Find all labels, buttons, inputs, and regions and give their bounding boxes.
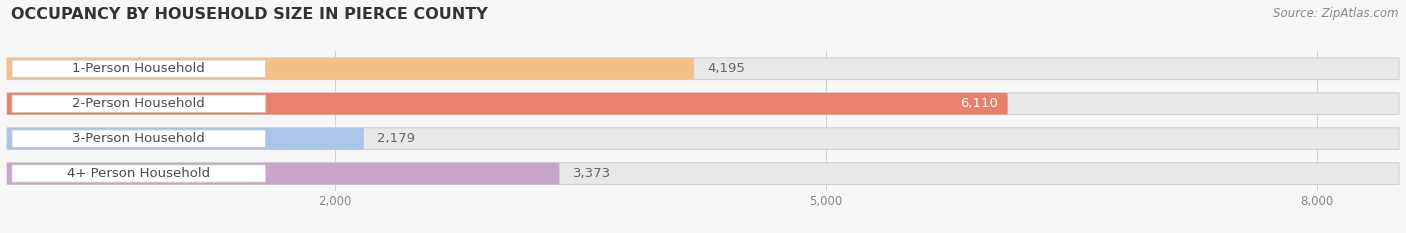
Text: Source: ZipAtlas.com: Source: ZipAtlas.com [1274,7,1399,20]
Text: 3,373: 3,373 [572,167,610,180]
Text: 4,195: 4,195 [707,62,745,75]
Text: 1-Person Household: 1-Person Household [73,62,205,75]
Text: 6,110: 6,110 [960,97,998,110]
Text: OCCUPANCY BY HOUSEHOLD SIZE IN PIERCE COUNTY: OCCUPANCY BY HOUSEHOLD SIZE IN PIERCE CO… [11,7,488,22]
FancyBboxPatch shape [11,165,266,182]
Text: 3-Person Household: 3-Person Household [73,132,205,145]
Text: 2,179: 2,179 [377,132,415,145]
FancyBboxPatch shape [7,58,1399,80]
Text: 4+ Person Household: 4+ Person Household [67,167,211,180]
FancyBboxPatch shape [7,93,1399,115]
FancyBboxPatch shape [7,163,1399,185]
FancyBboxPatch shape [11,95,266,112]
FancyBboxPatch shape [7,163,560,185]
FancyBboxPatch shape [7,93,1008,115]
Text: 2-Person Household: 2-Person Household [73,97,205,110]
FancyBboxPatch shape [7,128,1399,150]
FancyBboxPatch shape [11,130,266,147]
FancyBboxPatch shape [11,60,266,77]
FancyBboxPatch shape [7,128,364,150]
FancyBboxPatch shape [7,58,695,80]
